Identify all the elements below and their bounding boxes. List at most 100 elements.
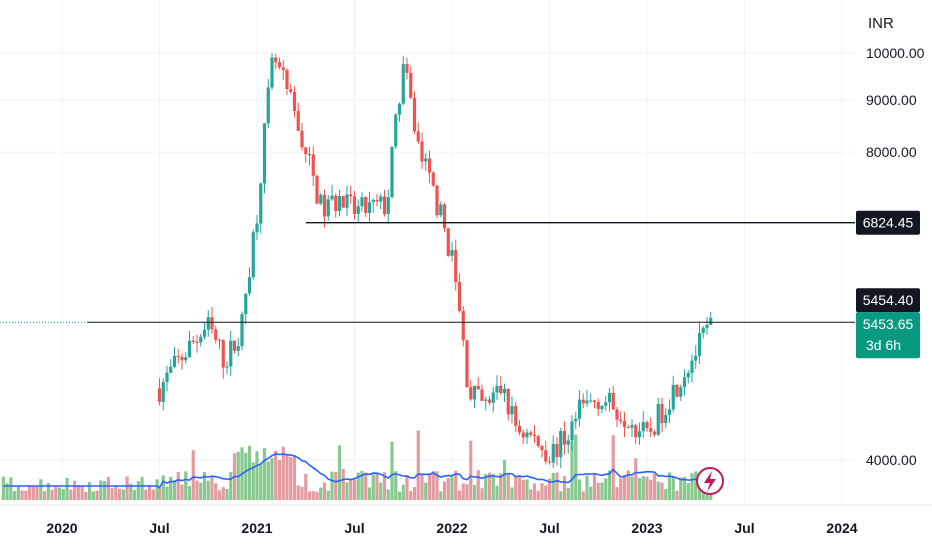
volume-bar	[35, 485, 39, 500]
volume-bar	[103, 481, 107, 500]
volume-bar	[129, 483, 133, 500]
volume-bar	[656, 481, 660, 500]
candle	[431, 170, 435, 187]
volume-bar	[121, 489, 125, 500]
volume-bars	[1, 430, 713, 500]
volume-bar	[412, 487, 417, 500]
y-tick-label: 9000.00	[866, 92, 917, 108]
volume-bar	[28, 486, 32, 500]
volume-bar	[394, 471, 398, 500]
candle	[157, 378, 162, 406]
lightning-icon[interactable]	[696, 467, 724, 495]
level-tag-label: 6824.45	[863, 215, 914, 231]
candle	[397, 102, 402, 122]
volume-bar	[118, 488, 122, 500]
volume-bar	[1, 476, 5, 500]
candle	[446, 227, 450, 257]
volume-bar	[529, 489, 533, 500]
candle	[375, 193, 379, 207]
level-tag-6824	[856, 210, 920, 235]
volume-bar	[165, 486, 169, 500]
candle	[225, 361, 229, 375]
volume-bar	[694, 471, 698, 500]
volume-bar	[136, 481, 140, 500]
candle	[641, 411, 645, 439]
volume-bar	[570, 441, 574, 500]
candle	[637, 422, 642, 445]
candle	[296, 102, 300, 132]
volume-bar	[379, 482, 383, 500]
volume-bar	[244, 452, 248, 500]
candle	[176, 348, 180, 364]
candle	[277, 57, 282, 70]
volume-bar	[341, 468, 345, 500]
candle	[581, 393, 585, 409]
volume-bar	[431, 471, 435, 500]
volume-bar	[13, 491, 17, 500]
volume-bar	[454, 470, 458, 500]
volume-bar	[199, 482, 203, 500]
volume-bar	[191, 450, 195, 500]
x-tick-label: Jul	[734, 520, 754, 536]
candle	[307, 146, 312, 166]
time-axis[interactable]: 2020 Jul 2021 Jul 2022 Jul 2023 Jul 2024	[0, 504, 932, 536]
candle	[191, 336, 195, 345]
candle	[255, 215, 259, 241]
volume-bar	[517, 476, 522, 500]
volume-bar	[405, 474, 409, 500]
candle	[221, 339, 225, 379]
candle	[356, 199, 360, 223]
volume-bar	[649, 479, 653, 500]
volume-bar	[364, 472, 368, 500]
candle	[289, 83, 293, 94]
candle	[379, 193, 383, 210]
volume-bar	[682, 477, 687, 500]
candle	[577, 390, 582, 427]
volume-bar	[390, 441, 394, 500]
volume-bar	[667, 472, 672, 500]
candle	[592, 399, 597, 409]
candle	[172, 347, 177, 369]
candle	[360, 192, 364, 212]
candle	[202, 322, 207, 340]
volume-bar	[416, 430, 420, 500]
volume-bar	[266, 461, 270, 500]
volume-bar	[476, 470, 480, 500]
candle	[266, 79, 270, 129]
candle	[247, 267, 252, 296]
volume-bar	[251, 462, 255, 500]
volume-bar	[319, 487, 323, 500]
candle	[619, 411, 623, 425]
price-axis[interactable]: 10000.00 9000.00 8000.00 4000.00	[866, 45, 925, 468]
candle	[427, 150, 432, 183]
x-tick-label: 2024	[826, 520, 857, 536]
volume-bar	[176, 471, 180, 500]
candle	[439, 201, 443, 218]
candle	[585, 389, 589, 407]
volume-bar	[450, 476, 454, 500]
volume-bar	[259, 464, 263, 500]
volume-bar	[439, 491, 443, 500]
candle	[604, 396, 608, 411]
volume-bar	[202, 472, 207, 500]
volume-bar	[424, 482, 428, 500]
candle	[367, 191, 372, 222]
volume-bar	[409, 491, 413, 500]
volume-bar	[304, 473, 308, 500]
candle	[566, 434, 570, 454]
candle	[645, 420, 649, 432]
candle	[476, 377, 480, 390]
candle	[555, 437, 559, 466]
volume-bar	[375, 472, 379, 500]
candle	[547, 456, 552, 465]
candle	[705, 317, 709, 335]
volume-bar	[148, 484, 152, 500]
volume-bar	[499, 473, 503, 500]
candle	[390, 146, 394, 199]
currency-label: INR	[868, 15, 894, 32]
volume-bar	[596, 482, 600, 500]
candle	[652, 430, 657, 437]
volume-bar	[161, 475, 165, 500]
candle	[649, 417, 653, 438]
